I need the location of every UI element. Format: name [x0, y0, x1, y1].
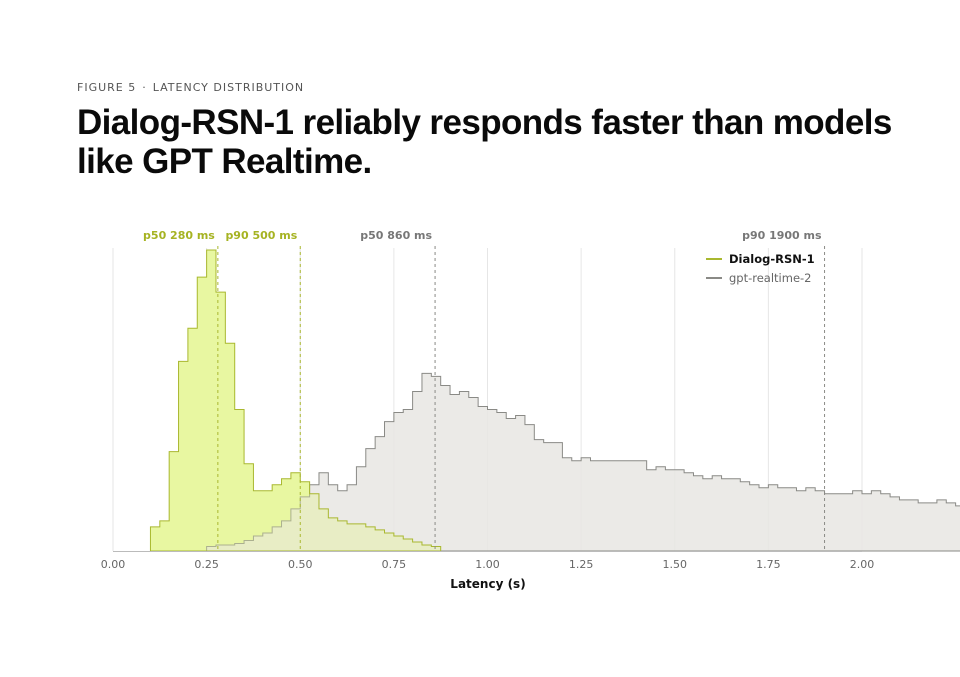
x-tick-label: 0.75	[382, 558, 407, 571]
percentile-label: p90 500 ms	[225, 229, 297, 242]
x-tick-label: 1.50	[663, 558, 688, 571]
histogram-areas	[149, 249, 960, 552]
figure-eyebrow: FIGURE 5 · LATENCY DISTRIBUTION	[77, 81, 304, 94]
eyebrow-separator: ·	[142, 81, 147, 94]
x-axis: 0.00 0.25 0.50 0.75 1.00 1.25 1.50 1.75 2.00	[101, 551, 875, 571]
percentile-label: p90 1900 ms	[742, 229, 822, 242]
legend-item-gpt-realtime-2: gpt-realtime-2	[729, 271, 812, 285]
figure-title: Dialog-RSN-1 reliably responds faster th…	[77, 103, 892, 181]
figure-topic: LATENCY DISTRIBUTION	[152, 81, 305, 94]
x-tick-label: 0.50	[288, 558, 313, 571]
legend-item-dialog-rsn-1: Dialog-RSN-1	[729, 252, 815, 266]
dialog-rsn-1-area	[150, 250, 441, 551]
x-tick-label: 2.00	[850, 558, 875, 571]
x-tick-label: 0.00	[101, 558, 126, 571]
x-axis-label: Latency (s)	[450, 577, 525, 591]
x-tick-label: 1.75	[756, 558, 781, 571]
x-tick-label: 1.00	[475, 558, 500, 571]
figure-number: FIGURE 5	[77, 81, 137, 94]
x-tick-label: 0.25	[194, 558, 219, 571]
percentile-annotations: p50 280 ms p90 500 ms p50 860 ms p90 1900 m…	[143, 229, 826, 551]
x-tick-label: 1.25	[569, 558, 594, 571]
gpt-realtime-2-area	[206, 372, 960, 552]
legend: Dialog-RSN-1 gpt-realtime-2	[706, 252, 815, 285]
dialog-rsn-1-outline	[149, 249, 442, 552]
percentile-label: p50 280 ms	[143, 229, 215, 242]
percentile-label: p50 860 ms	[360, 229, 432, 242]
